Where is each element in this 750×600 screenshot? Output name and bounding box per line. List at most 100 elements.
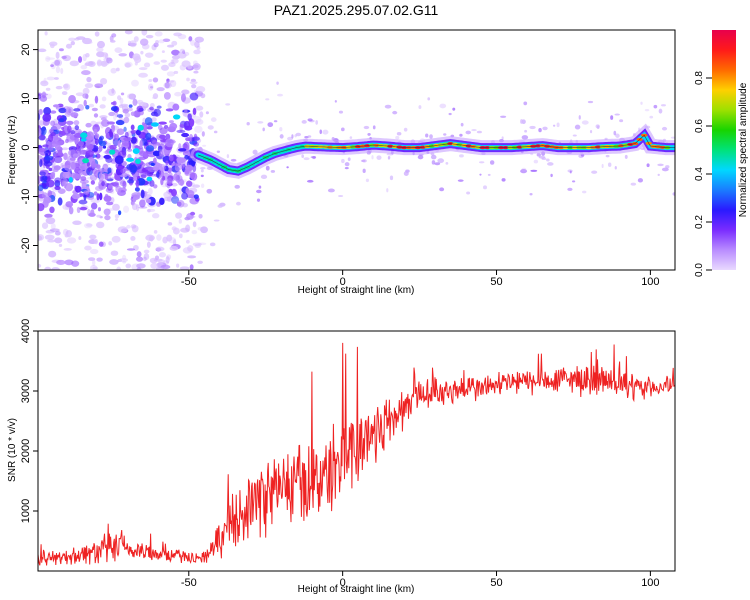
spectrogram-band-blob: [57, 149, 63, 156]
spectrogram-track-noise: [529, 125, 536, 130]
spectrogram-noise-blob: [55, 85, 63, 90]
spectrogram-hot-spot: [126, 157, 135, 162]
spectrogram-band-blob: [114, 133, 119, 141]
spectrogram-noise-blob: [82, 53, 87, 62]
spectrogram-band-blob: [121, 161, 127, 167]
spectrogram-track-noise: [334, 100, 337, 103]
spectrogram-band-blob: [152, 150, 161, 157]
spectrogram-track-noise: [614, 113, 621, 116]
spectrogram-band-blob: [126, 163, 134, 170]
spectrogram-band-blob: [132, 196, 137, 203]
spectrogram-track-noise: [630, 182, 637, 186]
spectrogram-band-blob: [168, 154, 174, 162]
spectrogram-band-blob: [112, 137, 120, 147]
spectrogram-band-blob: [85, 104, 90, 110]
spectrogram-noise-blob: [164, 82, 170, 89]
spectrogram-noise-blob: [45, 93, 52, 99]
spectrogram-noise-blob: [190, 39, 196, 46]
spectrogram-track-noise: [501, 136, 504, 140]
spectrogram-track-noise: [372, 125, 376, 130]
spectrogram-noise-blob: [126, 93, 135, 100]
spectrogram-band-blob: [86, 131, 95, 141]
spectrogram-hot-spot: [80, 132, 88, 139]
spectrogram-track-noise: [443, 133, 447, 136]
spectrogram-band-blob: [45, 164, 50, 169]
spectrogram-noise-blob: [162, 38, 171, 43]
spectrogram-noise-blob: [150, 262, 159, 270]
spectrogram-noise-blob: [156, 87, 165, 92]
spectrogram-band-blob: [188, 159, 196, 167]
spectrogram-noise-blob: [117, 226, 128, 233]
spectrogram-noise-blob: [75, 92, 85, 97]
spectrogram-track-noise: [672, 192, 675, 196]
spectrogram-track-noise: [501, 178, 506, 182]
spectrogram-band-blob: [58, 118, 65, 123]
spectrogram-noise-blob: [140, 38, 149, 46]
spectrogram-band-blob: [132, 143, 136, 150]
spectrogram-noise-blob: [117, 95, 122, 101]
spectrogram-track-noise: [471, 129, 477, 132]
spectrogram-track-noise: [538, 128, 542, 133]
spectrogram-track-noise: [338, 194, 344, 197]
spectrogram-band-blob: [50, 172, 56, 180]
spectrogram-track-noise: [344, 162, 350, 167]
spectrogram-noise-blob: [108, 241, 113, 246]
spectrogram-band-blob: [98, 173, 103, 179]
spectrogram-noise-blob: [54, 237, 63, 244]
spectrogram-noise-blob: [101, 96, 107, 102]
spectrogram-hot-spot: [132, 148, 140, 154]
spectrogram-noise-blob: [132, 98, 138, 106]
spectrogram-noise-blob: [156, 234, 162, 241]
spectrogram-noise-blob: [57, 188, 66, 194]
spectrogram-noise-blob: [114, 214, 120, 219]
spectrogram-track-noise: [277, 93, 284, 97]
spectrogram-track-noise: [252, 149, 258, 155]
spectrogram-noise-blob: [156, 266, 164, 270]
spectrogram-band-blob: [117, 139, 121, 148]
spectrogram-track-noise: [665, 165, 670, 169]
spectrogram-track-noise: [595, 124, 600, 129]
spectrogram-track-noise: [613, 130, 617, 136]
spectrogram-frame: [37, 29, 676, 271]
spectrogram-band-blob: [145, 145, 155, 152]
spectrogram-band-blob: [145, 198, 152, 204]
spectrogram-band-blob: [50, 132, 56, 137]
spectrogram-track-noise: [258, 185, 262, 189]
spectrogram-band-blob: [189, 92, 199, 101]
spectrogram-noise-blob: [149, 86, 154, 89]
spectrogram-band-blob: [39, 171, 46, 176]
spectrogram-noise-blob: [96, 214, 102, 218]
spectrogram-noise-blob: [76, 206, 81, 214]
spectrogram-track-noise: [615, 133, 620, 138]
spectrogram-noise-blob: [138, 101, 147, 108]
spectrogram-noise-blob: [130, 236, 136, 241]
spectrogram-noise-blob: [200, 226, 208, 234]
spectrogram-band-blob: [95, 153, 101, 159]
spectrogram-band-blob: [90, 202, 98, 210]
spectrogram-band-blob: [38, 175, 41, 185]
spectrogram-band-blob: [107, 167, 112, 174]
spectrogram-noise-blob: [83, 222, 93, 229]
spectrogram-noise-blob: [124, 112, 131, 118]
spectrogram-noise-blob: [145, 34, 154, 39]
spectrogram-y-ticks: 20 10 0 -10 -20: [20, 43, 38, 253]
spectrogram-x-tick-label: 100: [641, 276, 659, 288]
spectrogram-noise-blob: [148, 79, 153, 83]
spectrogram-band-blob: [64, 164, 73, 172]
spectrogram-noise-blob: [169, 245, 179, 251]
spectrogram-noise-blob: [131, 79, 139, 87]
spectrogram-track-noise: [279, 134, 284, 139]
spectrogram-noise-blob: [167, 222, 173, 226]
spectrogram-hot-spot: [80, 138, 87, 142]
spectrogram-noise-blob: [154, 255, 160, 260]
spectrogram-noise-blob: [101, 52, 108, 58]
spectrogram-noise-blob: [199, 111, 204, 118]
spectrogram-track-noise: [306, 179, 314, 183]
spectrogram-noise-blob: [96, 257, 103, 262]
spectrogram-noise-blob: [171, 58, 179, 64]
snr-x-tick-label: 50: [490, 577, 502, 589]
spectrogram-band-blob: [130, 124, 135, 131]
spectrogram-track-noise: [384, 104, 392, 109]
spectrogram-track-noise: [661, 167, 669, 172]
spectrogram-noise-blob: [136, 267, 142, 270]
